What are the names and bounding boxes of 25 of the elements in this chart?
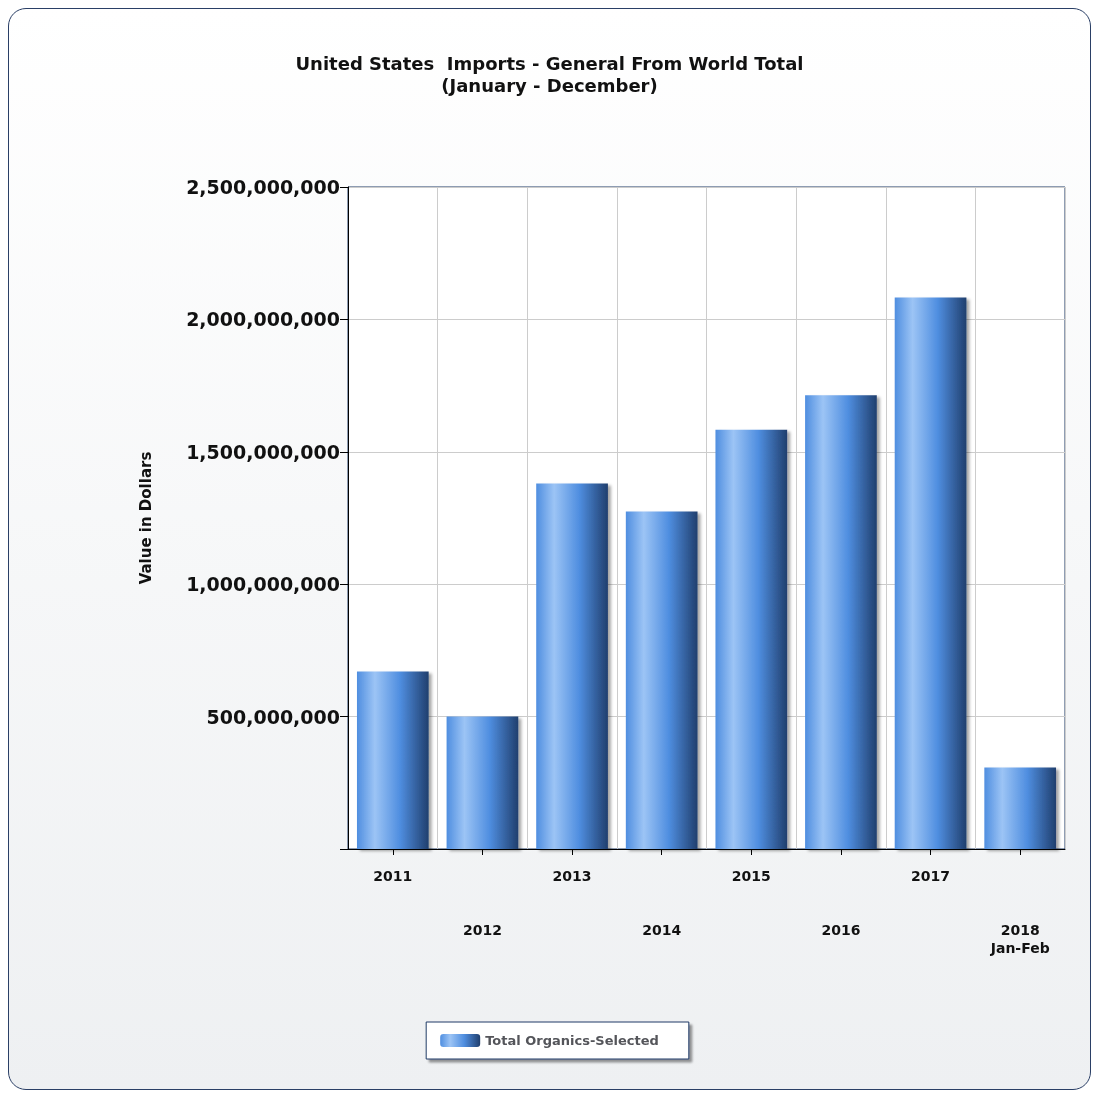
chart-title: United States Imports - General From World Total	[295, 52, 804, 74]
y-tick-label: 1,000,000,000	[186, 573, 340, 596]
y-tick-label: 500,000,000	[206, 705, 340, 728]
bar	[446, 716, 519, 849]
y-tick-label: 2,500,000,000	[186, 176, 340, 198]
x-tick-label: 2017	[911, 868, 951, 884]
y-tick-label: 2,000,000,000	[186, 308, 340, 331]
x-tick-label: 2013	[552, 868, 592, 884]
y-axis-title: Value in Dollars	[136, 451, 155, 585]
chart-subtitle: (January - December)	[441, 74, 658, 96]
x-tick-label: 2018 Jan-Feb	[989, 922, 1050, 956]
y-tick-label: 1,500,000,000	[186, 440, 340, 463]
x-tick-label: 2016	[821, 922, 861, 938]
bar	[625, 511, 698, 849]
bar	[805, 395, 877, 849]
x-tick-label: 2015	[731, 868, 771, 884]
x-tick-label: 2011	[373, 868, 413, 884]
legend-label: Total Organics-Selected	[485, 1033, 659, 1048]
bar	[894, 297, 967, 849]
bar	[715, 429, 788, 849]
x-tick-label: 2014	[642, 922, 682, 938]
x-tick-label: 2012	[462, 922, 502, 938]
bar	[356, 671, 429, 849]
bar	[536, 483, 608, 849]
bar	[984, 767, 1057, 849]
